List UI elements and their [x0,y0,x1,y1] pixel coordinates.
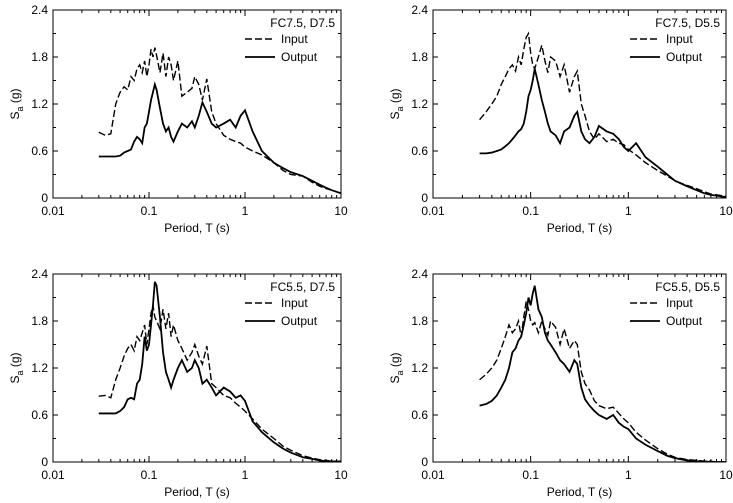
legend-label-input: Input [666,296,693,310]
x-tick-label: 1 [242,204,249,218]
series-line-input [479,301,726,462]
y-axis-label: Sa (g) [388,88,405,119]
x-axis-label: Period, T (s) [547,221,613,235]
y-tick-label: 1.8 [411,314,428,328]
y-tick-label: 1.2 [411,361,428,375]
x-axis-label: Period, T (s) [164,485,230,499]
y-tick-label: 0 [41,455,48,469]
series-line-input [98,305,341,462]
y-label-subscript: a [15,370,25,375]
y-tick-label: 0.6 [31,144,48,158]
y-tick-label: 0.6 [411,408,428,422]
x-tick-label: 0.01 [41,204,65,218]
legend-label-input: Input [281,296,308,310]
x-tick-label: 1 [625,468,632,482]
x-tick-label: 10 [334,204,348,218]
y-tick-label: 1.8 [31,314,48,328]
legend-label-output: Output [281,314,318,328]
y-tick-label: 0.6 [31,408,48,422]
y-tick-label: 1.2 [31,361,48,375]
chart-panel-4: 0 0.6 1.2 1.8 2.4 0.01 0.1 1 10 Period, T (s) Sa (… [388,267,733,499]
series-line-output [98,81,341,195]
y-tick-label: 1.2 [31,97,48,111]
y-label-unit: (g) [388,88,402,106]
series-line-input [479,31,726,198]
panel-title: FC5.5, D7.5 [270,280,335,294]
y-label-unit: (g) [388,352,402,370]
x-axis-label: Period, T (s) [547,485,613,499]
legend-label-output: Output [281,50,318,64]
x-tick-label: 0.01 [421,468,445,482]
panel-title: FC5.5, D5.5 [655,280,720,294]
y-tick-label: 2.4 [31,3,48,17]
y-tick-label: 2.4 [31,267,48,281]
x-tick-label: 0.1 [141,204,158,218]
x-tick-label: 0.1 [141,468,158,482]
y-label-main: S [8,112,22,120]
x-axis-label: Period, T (s) [164,221,230,235]
panel-title: FC7.5, D7.5 [270,16,335,30]
y-tick-label: 0 [421,191,428,205]
legend-label-input: Input [281,32,308,46]
y-tick-label: 0 [41,191,48,205]
x-tick-label: 0.01 [41,468,65,482]
y-tick-label: 1.8 [31,50,48,64]
y-label-unit: (g) [8,88,22,106]
y-tick-label: 0 [421,455,428,469]
y-label-main: S [388,376,402,384]
x-tick-label: 1 [625,204,632,218]
y-label-subscript: a [395,106,405,111]
y-tick-label: 2.4 [411,3,428,17]
x-tick-label: 10 [719,468,733,482]
x-tick-label: 10 [719,204,733,218]
legend-label-output: Output [666,50,703,64]
y-axis-label: Sa (g) [8,88,25,119]
series-line-output [479,285,726,462]
y-tick-label: 1.2 [411,97,428,111]
y-tick-label: 1.8 [411,50,428,64]
x-tick-label: 0.01 [421,204,445,218]
chart-panel-1: 0 0.6 1.2 1.8 2.4 0.01 0.1 1 10 Period, T (s) Sa (… [8,3,348,235]
y-axis-label: Sa (g) [388,352,405,383]
y-label-subscript: a [15,106,25,111]
chart-panel-3: 0 0.6 1.2 1.8 2.4 0.01 0.1 1 10 Period, T (s) Sa (… [8,267,348,499]
x-tick-label: 1 [242,468,249,482]
y-label-subscript: a [395,370,405,375]
y-axis-label: Sa (g) [8,352,25,383]
x-tick-label: 0.1 [522,204,539,218]
series-line-input [98,47,341,194]
x-tick-label: 0.1 [522,468,539,482]
y-tick-label: 2.4 [411,267,428,281]
series-line-output [98,281,341,462]
legend-label-output: Output [666,314,703,328]
series-line-output [479,68,726,198]
y-label-main: S [388,112,402,120]
panel-title: FC7.5, D5.5 [655,16,720,30]
x-tick-label: 10 [334,468,348,482]
legend-label-input: Input [666,32,693,46]
y-label-main: S [8,376,22,384]
y-tick-label: 0.6 [411,144,428,158]
y-label-unit: (g) [8,352,22,370]
chart-panel-2: 0 0.6 1.2 1.8 2.4 0.01 0.1 1 10 Period, T (s) Sa (… [388,3,733,235]
